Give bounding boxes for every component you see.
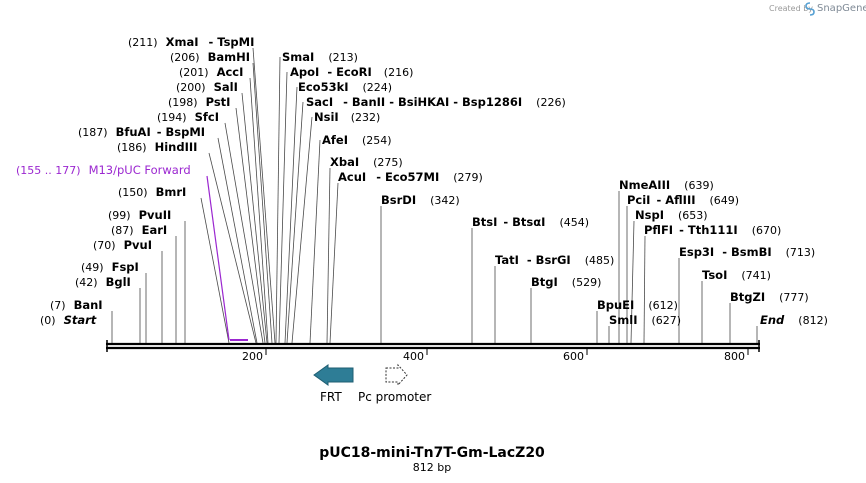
pc-promoter-arrow-icon[interactable] [385,363,408,387]
tick-800: 800 [724,350,745,363]
connector-xmai [252,47,276,344]
site-label-hindiii[interactable]: (186) HindIII [117,140,197,154]
connector-acci [249,77,269,344]
site-label-tsoi[interactable]: TsoI (741) [702,268,771,282]
snapgene-logo-icon [805,2,815,16]
site-label-bani[interactable]: (7) BanI [50,298,103,312]
connector-nspi [630,220,635,344]
primer-connector [206,175,230,341]
site-label-psti[interactable]: (198) PstI [168,95,230,109]
site-label-btsi[interactable]: BtsI - BtsαI (454) [472,215,589,229]
site-label-smai[interactable]: SmaI (213) [282,50,358,64]
scale-ticks: 200 400 600 800 [242,349,749,363]
site-label-start[interactable]: (0) Start [40,313,97,327]
site-label-xbai[interactable]: XbaI (275) [330,155,403,169]
connector-nsii [291,116,313,344]
map-title: pUC18-mini-Tn7T-Gm-LacZ20 [319,445,545,461]
site-label-pvui[interactable]: (70) PvuI [93,238,152,252]
site-label-acci[interactable]: (201) AccI [179,65,243,79]
site-label-sali[interactable]: (200) SalI [176,80,238,94]
feature-pc-promoter[interactable]: Pc promoter [358,363,431,404]
site-label-eco53ki[interactable]: Eco53kI (224) [298,80,392,94]
site-label-nspi[interactable]: NspI (653) [635,208,708,222]
site-label-bamhi[interactable]: (206) BamHI [170,50,250,64]
site-connectors [111,47,758,344]
connector-bmri [200,197,230,344]
primer-label-m13-puc-forward[interactable]: (155 .. 177) M13/pUC Forward [16,163,191,177]
connector-saci [286,101,304,344]
connector-afei [309,139,321,344]
map-length: 812 bp [413,461,451,474]
site-label-bsrdi[interactable]: BsrDI (342) [381,193,460,207]
credit-brand: SnapGene [817,3,866,14]
sequence-backbone [106,340,760,352]
site-label-tati[interactable]: TatI - BsrGI (485) [495,253,614,267]
site-label-acui[interactable]: AcuI - Eco57MI (279) [338,170,483,184]
site-label-pcii[interactable]: PciI - AflIII (649) [627,193,739,207]
connector-pflfi [643,235,646,344]
site-label-bpuei[interactable]: BpuEI (612) [597,298,678,312]
connector-eco53ki [284,86,298,344]
site-label-fspi[interactable]: (49) FspI [81,260,139,274]
tick-400: 400 [403,350,424,363]
site-label-smli[interactable]: SmlI (627) [609,313,681,327]
site-label-pvuii[interactable]: (99) PvuII [108,208,171,222]
site-label-nsii[interactable]: NsiI (232) [314,110,380,124]
site-label-pflfi[interactable]: PflFI - Tth111I (670) [644,223,781,237]
site-label-esp3i[interactable]: Esp3I - BsmBI (713) [679,245,815,259]
connector-sfci [224,122,264,344]
left-site-labels: (211) XmaI - TspMI (206) BamHI (201) AccI (2… [16,35,254,327]
right-site-labels: SmaI (213) ApoI - EcoRI (216) Eco53kI (224) … [282,50,828,327]
frt-label: FRT [320,390,342,404]
connector-hindiii [208,152,257,344]
site-label-btgi[interactable]: BtgI (529) [531,275,601,289]
site-label-sfci[interactable]: (194) SfcI [157,110,219,124]
site-label-afei[interactable]: AfeI (254) [322,133,392,147]
credit-prefix: Created by [769,4,813,13]
connector-sali [241,92,268,344]
site-label-bfuai[interactable]: (187) BfuAI - BspMI [78,125,205,139]
site-label-bgli[interactable]: (42) BglI [75,275,131,289]
site-label-apoi[interactable]: ApoI - EcoRI (216) [290,65,413,79]
feature-frt[interactable]: FRT [313,364,354,404]
site-label-nmeaiii[interactable]: NmeAIII (639) [619,178,714,192]
site-label-saci[interactable]: SacI - BanII - BsiHKAI - Bsp1286I (226) [306,95,566,109]
site-label-xmai[interactable]: (211) XmaI - TspMI [128,35,254,49]
tick-600: 600 [563,350,584,363]
pc-promoter-label: Pc promoter [358,390,431,404]
connector-bamhi [252,62,273,344]
connector-bfuai [217,137,258,344]
frt-arrow-icon[interactable] [313,364,354,386]
site-label-bmri[interactable]: (150) BmrI [118,185,186,199]
site-label-eari[interactable]: (87) EarI [111,223,167,237]
site-label-end[interactable]: End (812) [760,313,828,327]
connector-apoi [278,71,288,344]
connector-xbai [326,167,331,344]
connector-psti [235,107,266,344]
site-label-btgzi[interactable]: BtgZI (777) [730,290,809,304]
tick-200: 200 [242,350,263,363]
connector-acui [329,182,339,344]
connector-smai [275,56,281,344]
